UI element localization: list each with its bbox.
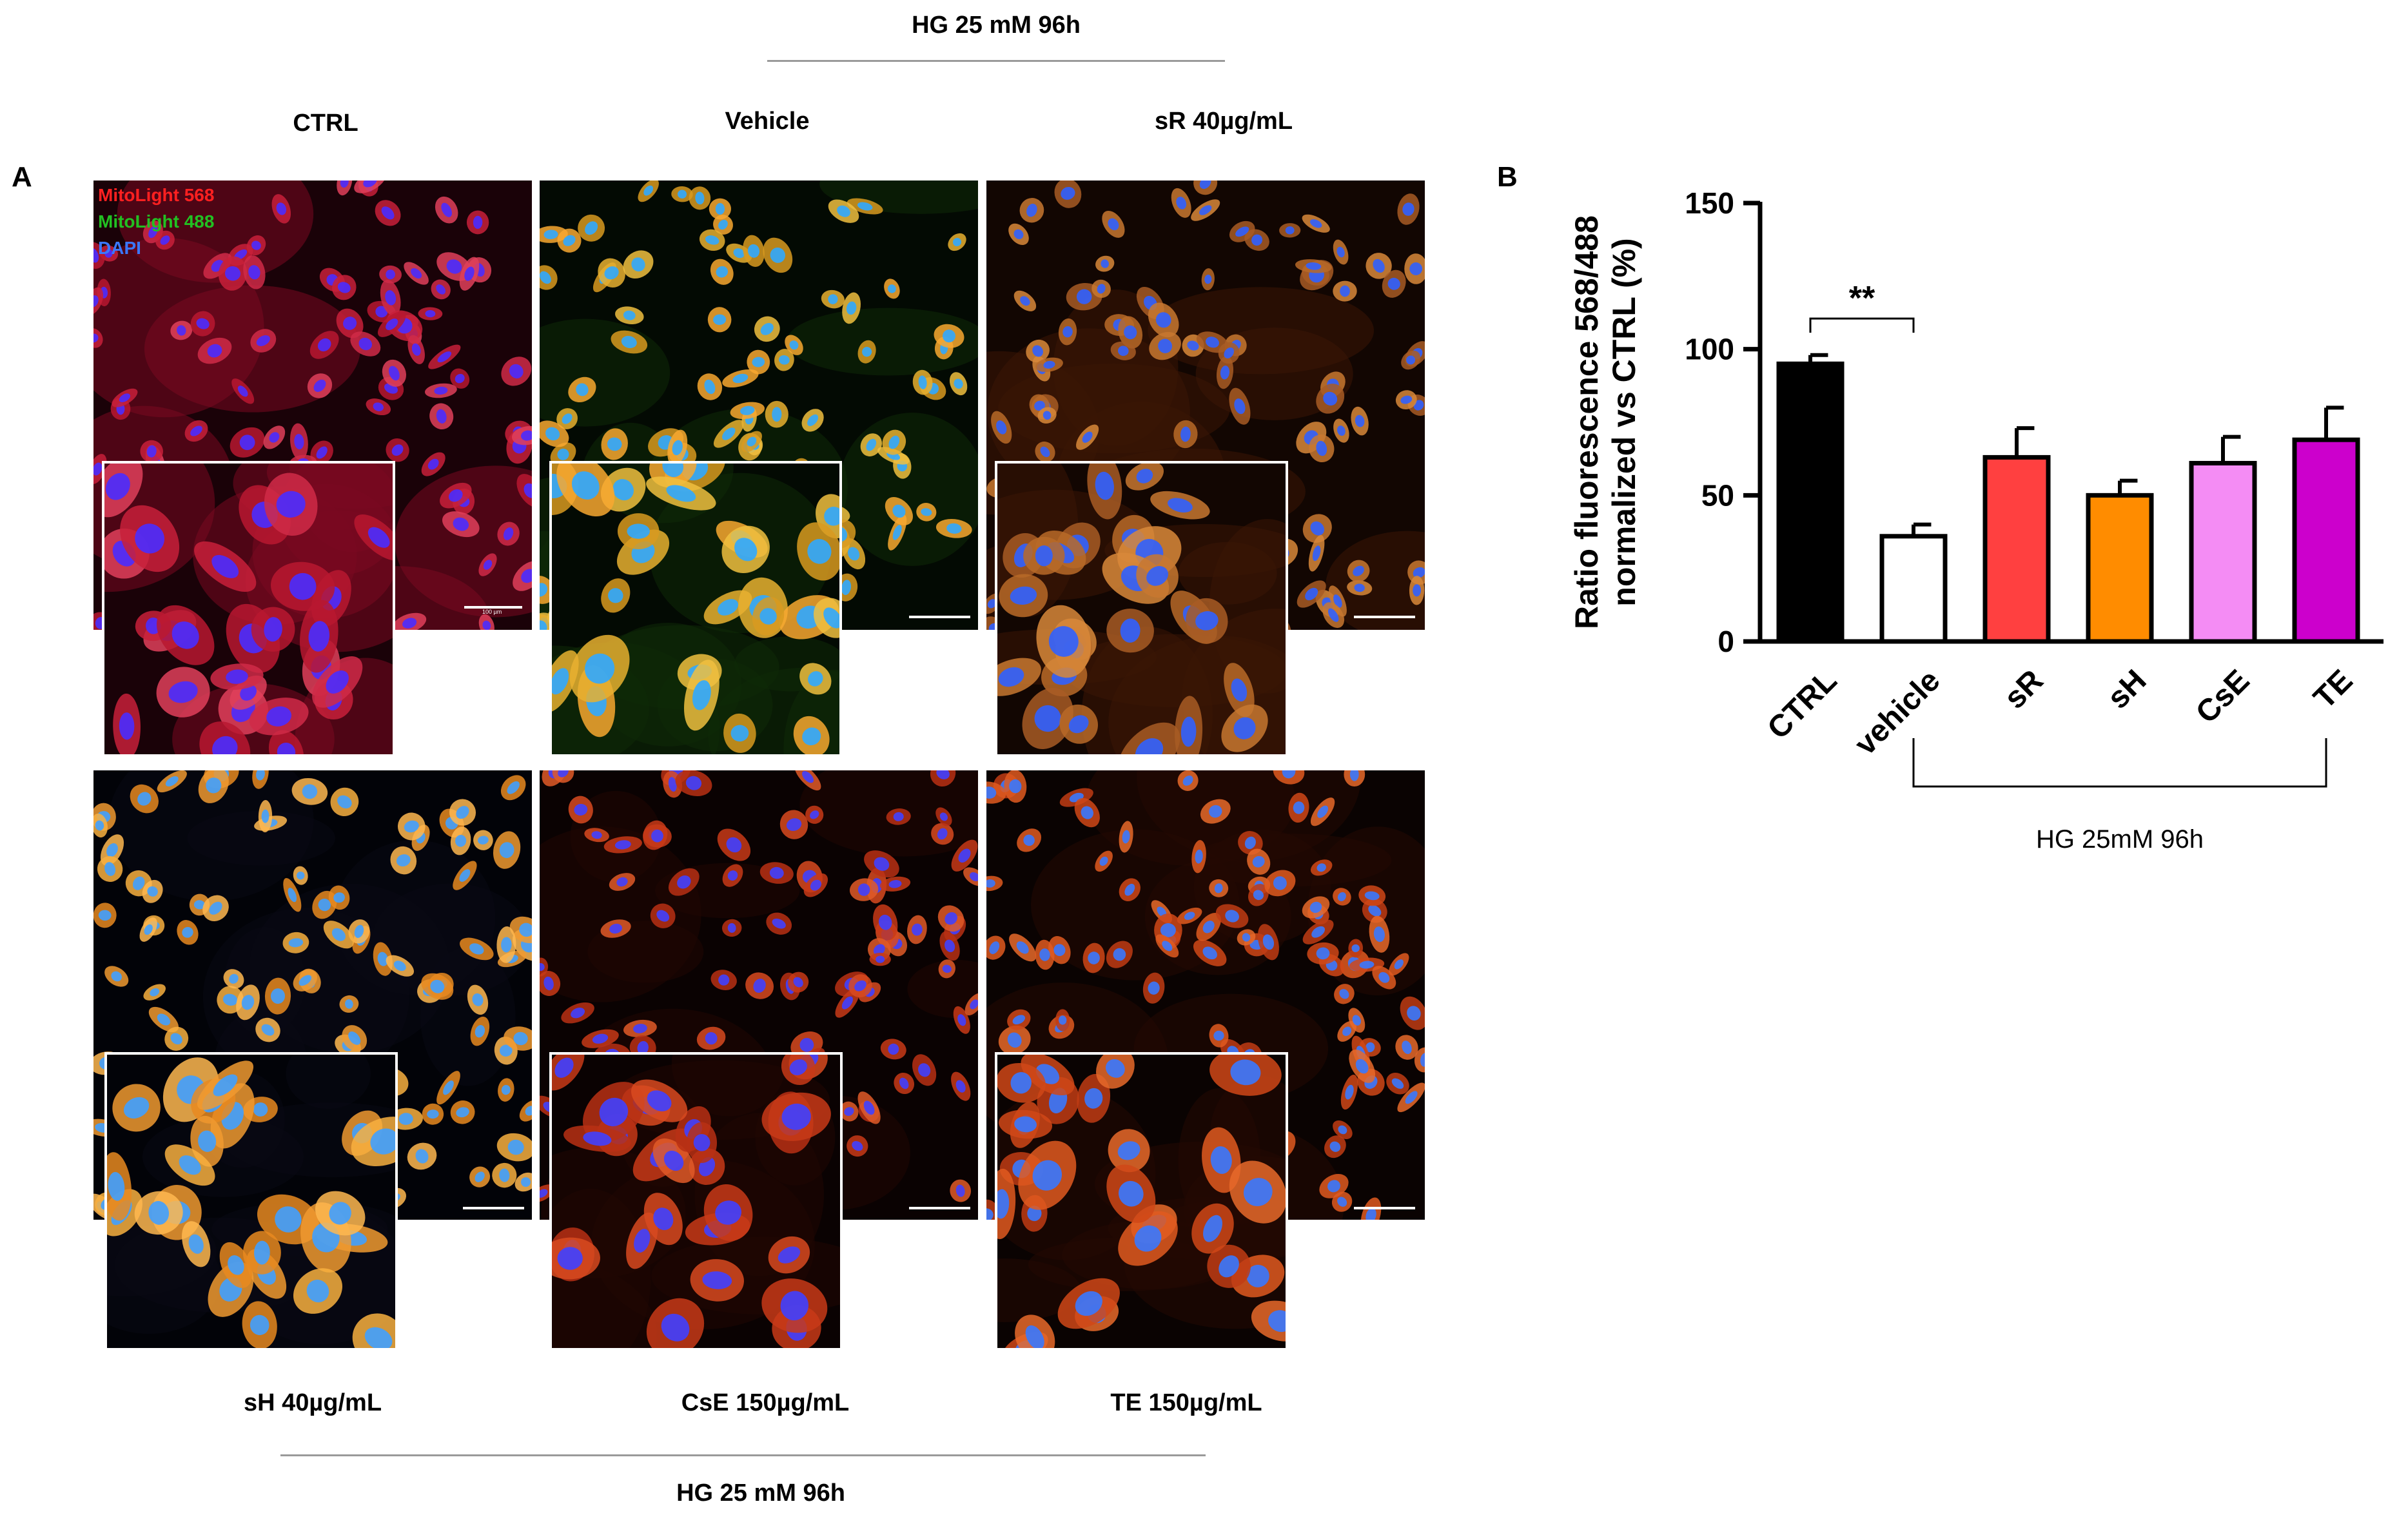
- panel-label-ctrl: CTRL: [293, 110, 358, 137]
- scale-bar: [463, 1207, 524, 1209]
- bar-te: [2292, 437, 2360, 644]
- panel-a-letter: A: [12, 161, 32, 193]
- inset-vehicle: [549, 461, 842, 757]
- bar-cse: [2189, 460, 2257, 644]
- panel-label-sh: sH 40µg/mL: [243, 1389, 382, 1416]
- top-group-rule: [767, 60, 1225, 62]
- bar-ctrl: [1776, 361, 1845, 644]
- y-tick-label: 150: [1685, 186, 1734, 220]
- y-tick-label: 50: [1701, 478, 1734, 512]
- stain-legend-dapi: DAPI: [98, 238, 141, 258]
- top-group-header: HG 25 mM 96h: [912, 12, 1081, 39]
- group-bracket-label: HG 25mM 96h: [2036, 825, 2204, 854]
- bar-sh: [2086, 493, 2154, 644]
- x-tick-label: TE: [2307, 663, 2360, 716]
- scale-bar: [909, 1207, 970, 1209]
- bar-chart: 0 50 100 150 Ratio fluorescence 568/488norma…: [1569, 186, 2384, 854]
- inset-te: [995, 1052, 1288, 1351]
- x-tick-label: vehicle: [1848, 663, 1947, 762]
- x-tick-label: CsE: [2189, 663, 2256, 730]
- panel-label-te: TE 150µg/mL: [1110, 1389, 1262, 1416]
- panel-label-sr: sR 40µg/mL: [1154, 108, 1293, 135]
- x-tick-label: CTRL: [1761, 663, 1844, 746]
- panel-b-letter: B: [1497, 161, 1518, 193]
- scale-bar: [909, 616, 970, 618]
- inset-ctrl: [102, 461, 395, 757]
- stain-legend-488: MitoLight 488: [98, 211, 215, 231]
- scale-bar: [1354, 1207, 1415, 1209]
- bottom-group-rule: [280, 1454, 1206, 1456]
- bar-sr: [1982, 454, 2051, 644]
- inset-cse: [549, 1052, 843, 1351]
- panel-label-cse: CsE 150µg/mL: [681, 1389, 850, 1416]
- group-bracket: [1912, 738, 2327, 788]
- scale-bar: [464, 606, 522, 609]
- y-tick-label: 100: [1685, 333, 1734, 366]
- significance-label: **: [1849, 280, 1875, 317]
- significance-bracket: [1809, 317, 1915, 333]
- bar-vehicle: [1879, 534, 1948, 644]
- scale-bar-text: 100 µm: [482, 609, 502, 615]
- x-tick-label: sR: [1998, 663, 2050, 716]
- panel-label-vehicle: Vehicle: [725, 108, 810, 135]
- scale-bar: [1354, 616, 1415, 618]
- y-tick-label: 0: [1718, 625, 1734, 658]
- stain-legend-568: MitoLight 568: [98, 185, 215, 205]
- inset-sr: [995, 461, 1288, 757]
- bottom-group-header: HG 25 mM 96h: [676, 1480, 845, 1507]
- y-axis-label: Ratio fluorescence 568/488normalized vs …: [1569, 215, 1642, 629]
- x-tick-label: sH: [2101, 663, 2153, 716]
- inset-sh: [104, 1052, 398, 1351]
